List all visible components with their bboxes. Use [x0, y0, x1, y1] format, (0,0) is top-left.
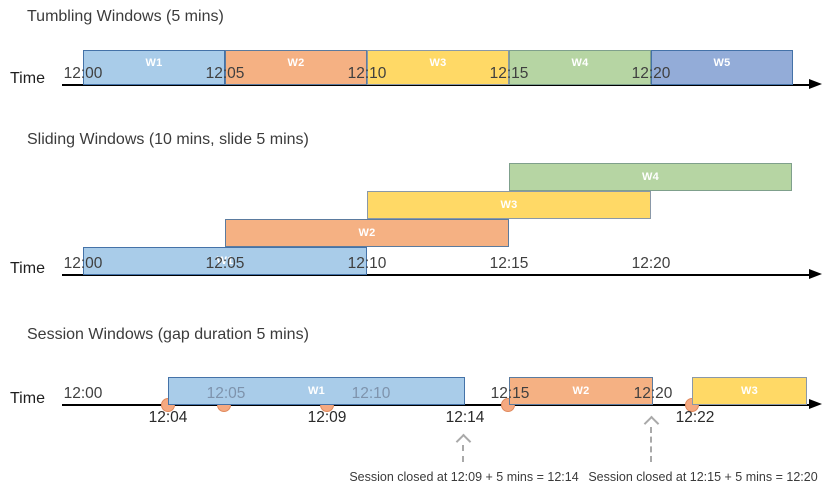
window-label: W3 — [500, 199, 518, 211]
window-sliding-w1: W1 — [83, 247, 367, 275]
event-time-label: 12:14 — [445, 409, 485, 426]
window-tumbling-w1: W1 — [83, 50, 225, 85]
tick-label-session: 12:15 — [490, 385, 530, 402]
tick-label-sliding: 12:00 — [63, 255, 103, 272]
window-session-w2: W2 — [509, 377, 653, 405]
tick-label-tumbling: 12:10 — [347, 65, 387, 82]
window-tumbling-w3: W3 — [367, 50, 509, 85]
window-label: W2 — [358, 227, 376, 239]
axis-arrowhead-icon-sliding — [809, 268, 822, 279]
window-label: W4 — [641, 171, 660, 183]
tick-label-sliding: 12:20 — [631, 255, 671, 272]
window-tumbling-w2: W2 — [225, 50, 367, 85]
tick-label-tumbling: 12:00 — [63, 65, 103, 82]
axis-arrowhead-icon-session — [809, 398, 822, 409]
window-label: W4 — [571, 57, 589, 69]
dashed-arrow-line — [462, 445, 464, 462]
diagram-title-tumbling: Tumbling Windows (5 mins) — [27, 8, 224, 25]
tick-label-session: 12:05 — [206, 385, 246, 402]
window-sliding-w4: W4 — [509, 163, 792, 191]
window-label: W1 — [216, 255, 234, 267]
window-label: W1 — [145, 57, 163, 69]
window-tumbling-w4: W4 — [509, 50, 651, 85]
window-label: W5 — [713, 57, 731, 69]
event-time-label: 12:22 — [675, 409, 715, 426]
diagram-title-session: Session Windows (gap duration 5 mins) — [27, 326, 309, 343]
window-session-w3: W3 — [692, 377, 807, 405]
diagram-title-sliding: Sliding Windows (10 mins, slide 5 mins) — [27, 131, 309, 148]
time-axis-label-sliding: Time — [10, 260, 45, 277]
tick-label-sliding: 12:15 — [489, 255, 529, 272]
tick-label-session: 12:10 — [351, 385, 391, 402]
time-axis-sliding — [62, 274, 809, 276]
time-axis-tumbling — [62, 84, 809, 86]
tick-label-sliding: 12:05 — [205, 255, 245, 272]
window-label: W2 — [572, 385, 590, 397]
tick-label-session: 12:00 — [63, 385, 103, 402]
window-tumbling-w5: W5 — [651, 50, 793, 85]
tick-label-tumbling: 12:20 — [631, 65, 671, 82]
window-sliding-w3: W3 — [367, 191, 651, 219]
window-label: W2 — [287, 57, 305, 69]
time-axis-label-session: Time — [10, 390, 45, 407]
dashed-arrow-line — [650, 427, 652, 462]
tick-label-session: 12:20 — [633, 385, 673, 402]
tick-label-sliding: 12:10 — [347, 255, 387, 272]
window-session-w1: W1 — [168, 377, 465, 405]
event-time-label: 12:09 — [307, 409, 347, 426]
window-sliding-w2: W2 — [225, 219, 509, 247]
session-closed-note: Session closed at 12:09 + 5 mins = 12:14 — [349, 470, 579, 484]
session-closed-note: Session closed at 12:15 + 5 mins = 12:20 — [588, 470, 818, 484]
tick-label-tumbling: 12:15 — [489, 65, 529, 82]
time-axis-session — [62, 404, 809, 406]
axis-arrowhead-icon-tumbling — [809, 78, 822, 89]
window-label: W3 — [740, 385, 759, 397]
window-label: W3 — [429, 57, 447, 69]
window-label: W1 — [307, 385, 326, 397]
event-time-label: 12:04 — [148, 409, 188, 426]
time-axis-label-tumbling: Time — [10, 70, 45, 87]
tick-label-tumbling: 12:05 — [205, 65, 245, 82]
